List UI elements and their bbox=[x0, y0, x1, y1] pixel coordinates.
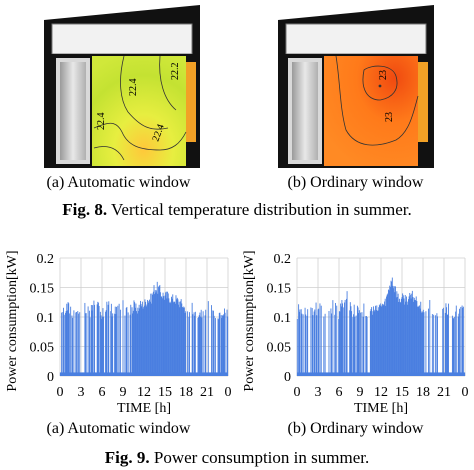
contour-label: 23 bbox=[378, 70, 389, 80]
y-tick-label: 0 bbox=[284, 370, 291, 385]
fig9-caption: Fig. 9. Power consumption in summer. bbox=[0, 448, 474, 468]
contour-label: 22.4 bbox=[96, 113, 107, 131]
figure8-drawings: 22.4 22.2 22.4 22.4 23 23 bbox=[44, 5, 434, 168]
y-tick-label: 0.1 bbox=[274, 311, 292, 326]
baseline-fill bbox=[297, 372, 465, 376]
fig9-subcaption-b: (b) Ordinary window bbox=[287, 420, 424, 437]
x-tick-label: 3 bbox=[315, 385, 322, 400]
y-axis-label: Power consumption[kW] bbox=[5, 250, 20, 391]
y-tick-label: 0.2 bbox=[37, 252, 55, 267]
fig8-caption-label: Fig. 8. bbox=[62, 200, 108, 219]
fig8-caption-text: Vertical temperature distribution in sum… bbox=[107, 200, 412, 219]
x-axis-label: TIME [h] bbox=[354, 401, 408, 416]
fig9-caption-text: Power consumption in summer. bbox=[149, 448, 370, 467]
y-tick-label: 0.15 bbox=[267, 282, 292, 297]
room-section-a: 22.4 22.2 22.4 22.4 bbox=[44, 5, 200, 168]
x-tick-label: 3 bbox=[78, 385, 85, 400]
x-tick-label: 0 bbox=[294, 385, 301, 400]
x-tick-label: 12 bbox=[374, 385, 388, 400]
y-tick-label: 0.05 bbox=[30, 341, 55, 356]
fig8-subcaption-a: (a) Automatic window bbox=[46, 174, 191, 191]
contour-label: 23 bbox=[384, 112, 395, 122]
data-series bbox=[296, 277, 466, 376]
room-section-b: 23 23 bbox=[278, 5, 434, 168]
temperature-map-b bbox=[324, 56, 418, 166]
contour-label: 22.4 bbox=[128, 79, 139, 97]
x-tick-label: 0 bbox=[57, 385, 64, 400]
x-tick-label: 6 bbox=[336, 385, 343, 400]
contour-label: 22.2 bbox=[170, 63, 181, 81]
x-tick-label: 15 bbox=[158, 385, 172, 400]
y-axis-label: Power consumption[kW] bbox=[242, 250, 257, 391]
fig9-caption-label: Fig. 9. bbox=[104, 448, 150, 467]
x-tick-label: 0 bbox=[225, 385, 232, 400]
x-tick-label: 21 bbox=[437, 385, 451, 400]
x-tick-label: 12 bbox=[137, 385, 151, 400]
x-tick-label: 18 bbox=[179, 385, 193, 400]
fig8-subcaption-b: (b) Ordinary window bbox=[287, 174, 424, 191]
x-axis-label: TIME [h] bbox=[117, 401, 171, 416]
fig8-caption: Fig. 8. Vertical temperature distributio… bbox=[0, 200, 474, 220]
y-tick-label: 0.1 bbox=[37, 311, 55, 326]
x-tick-label: 9 bbox=[120, 385, 127, 400]
baseline-fill bbox=[60, 372, 228, 376]
y-tick-label: 0 bbox=[47, 370, 54, 385]
x-tick-label: 18 bbox=[416, 385, 430, 400]
x-tick-label: 15 bbox=[395, 385, 409, 400]
x-tick-label: 9 bbox=[357, 385, 364, 400]
fig9-subcaption-a: (a) Automatic window bbox=[46, 420, 191, 437]
y-tick-label: 0.2 bbox=[274, 252, 292, 267]
y-tick-label: 0.05 bbox=[267, 341, 292, 356]
y-tick-label: 0.15 bbox=[30, 282, 55, 297]
x-tick-label: 0 bbox=[462, 385, 469, 400]
x-tick-label: 6 bbox=[99, 385, 106, 400]
x-tick-label: 21 bbox=[200, 385, 214, 400]
